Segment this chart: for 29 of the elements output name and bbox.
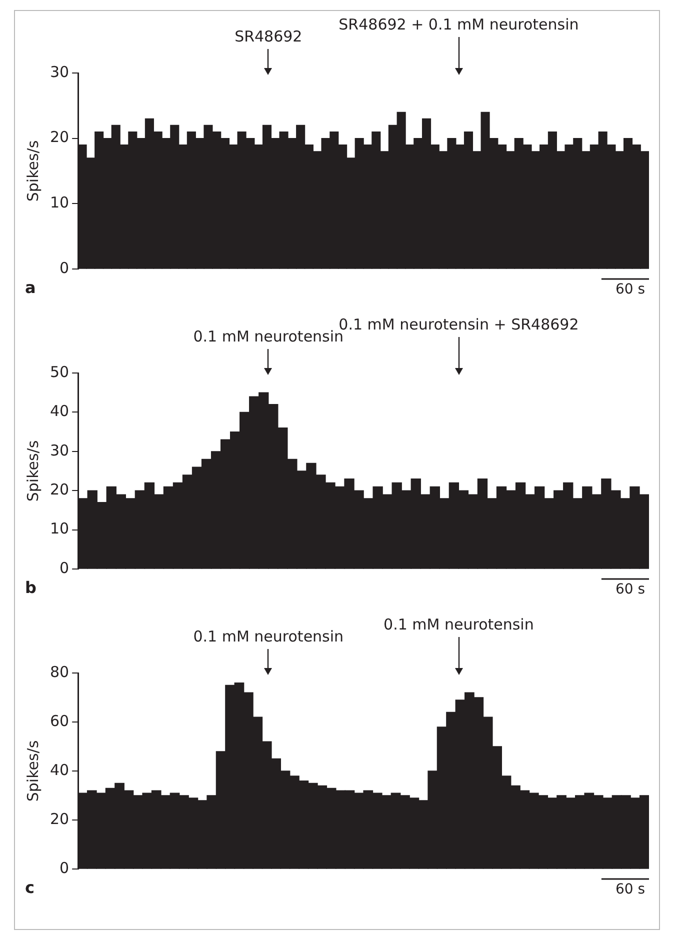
text: c <box>25 878 34 898</box>
text: SR48692 + 0.1 mM neurotensin <box>338 15 579 34</box>
text: 60 s <box>615 282 645 298</box>
y-tick-label: 30 <box>50 441 70 460</box>
y-axis-title: Spikes/s <box>24 140 42 202</box>
y-tick-label: 80 <box>50 662 70 681</box>
y-tick-label: 10 <box>50 520 70 538</box>
y-tick-label: 20 <box>50 480 70 498</box>
y-tick-label: 30 <box>50 62 70 81</box>
text: SR48692 <box>234 27 302 46</box>
y-tick-label: 0 <box>60 858 70 877</box>
text: 0.1 mM neurotensin + SR48692 <box>338 315 579 334</box>
y-tick-label: 50 <box>50 362 70 381</box>
text: 0.1 mM neurotensin <box>193 627 344 646</box>
y-tick-label: 40 <box>50 402 70 420</box>
text: 60 s <box>615 582 645 598</box>
y-tick-label: 40 <box>50 760 70 779</box>
text: b <box>25 578 36 598</box>
y-tick-label: 20 <box>50 128 70 146</box>
y-tick-label: 0 <box>60 258 70 277</box>
y-tick-label: 60 <box>50 712 70 730</box>
y-tick-label: 10 <box>50 194 70 212</box>
y-tick-label: 20 <box>50 810 70 828</box>
text: a <box>25 278 36 298</box>
text: 60 s <box>615 882 645 898</box>
y-tick-label: 0 <box>60 558 70 577</box>
y-axis-title: Spikes/s <box>24 740 42 802</box>
y-axis-title: Spikes/s <box>24 440 42 502</box>
text: 0.1 mM neurotensin <box>384 615 534 634</box>
